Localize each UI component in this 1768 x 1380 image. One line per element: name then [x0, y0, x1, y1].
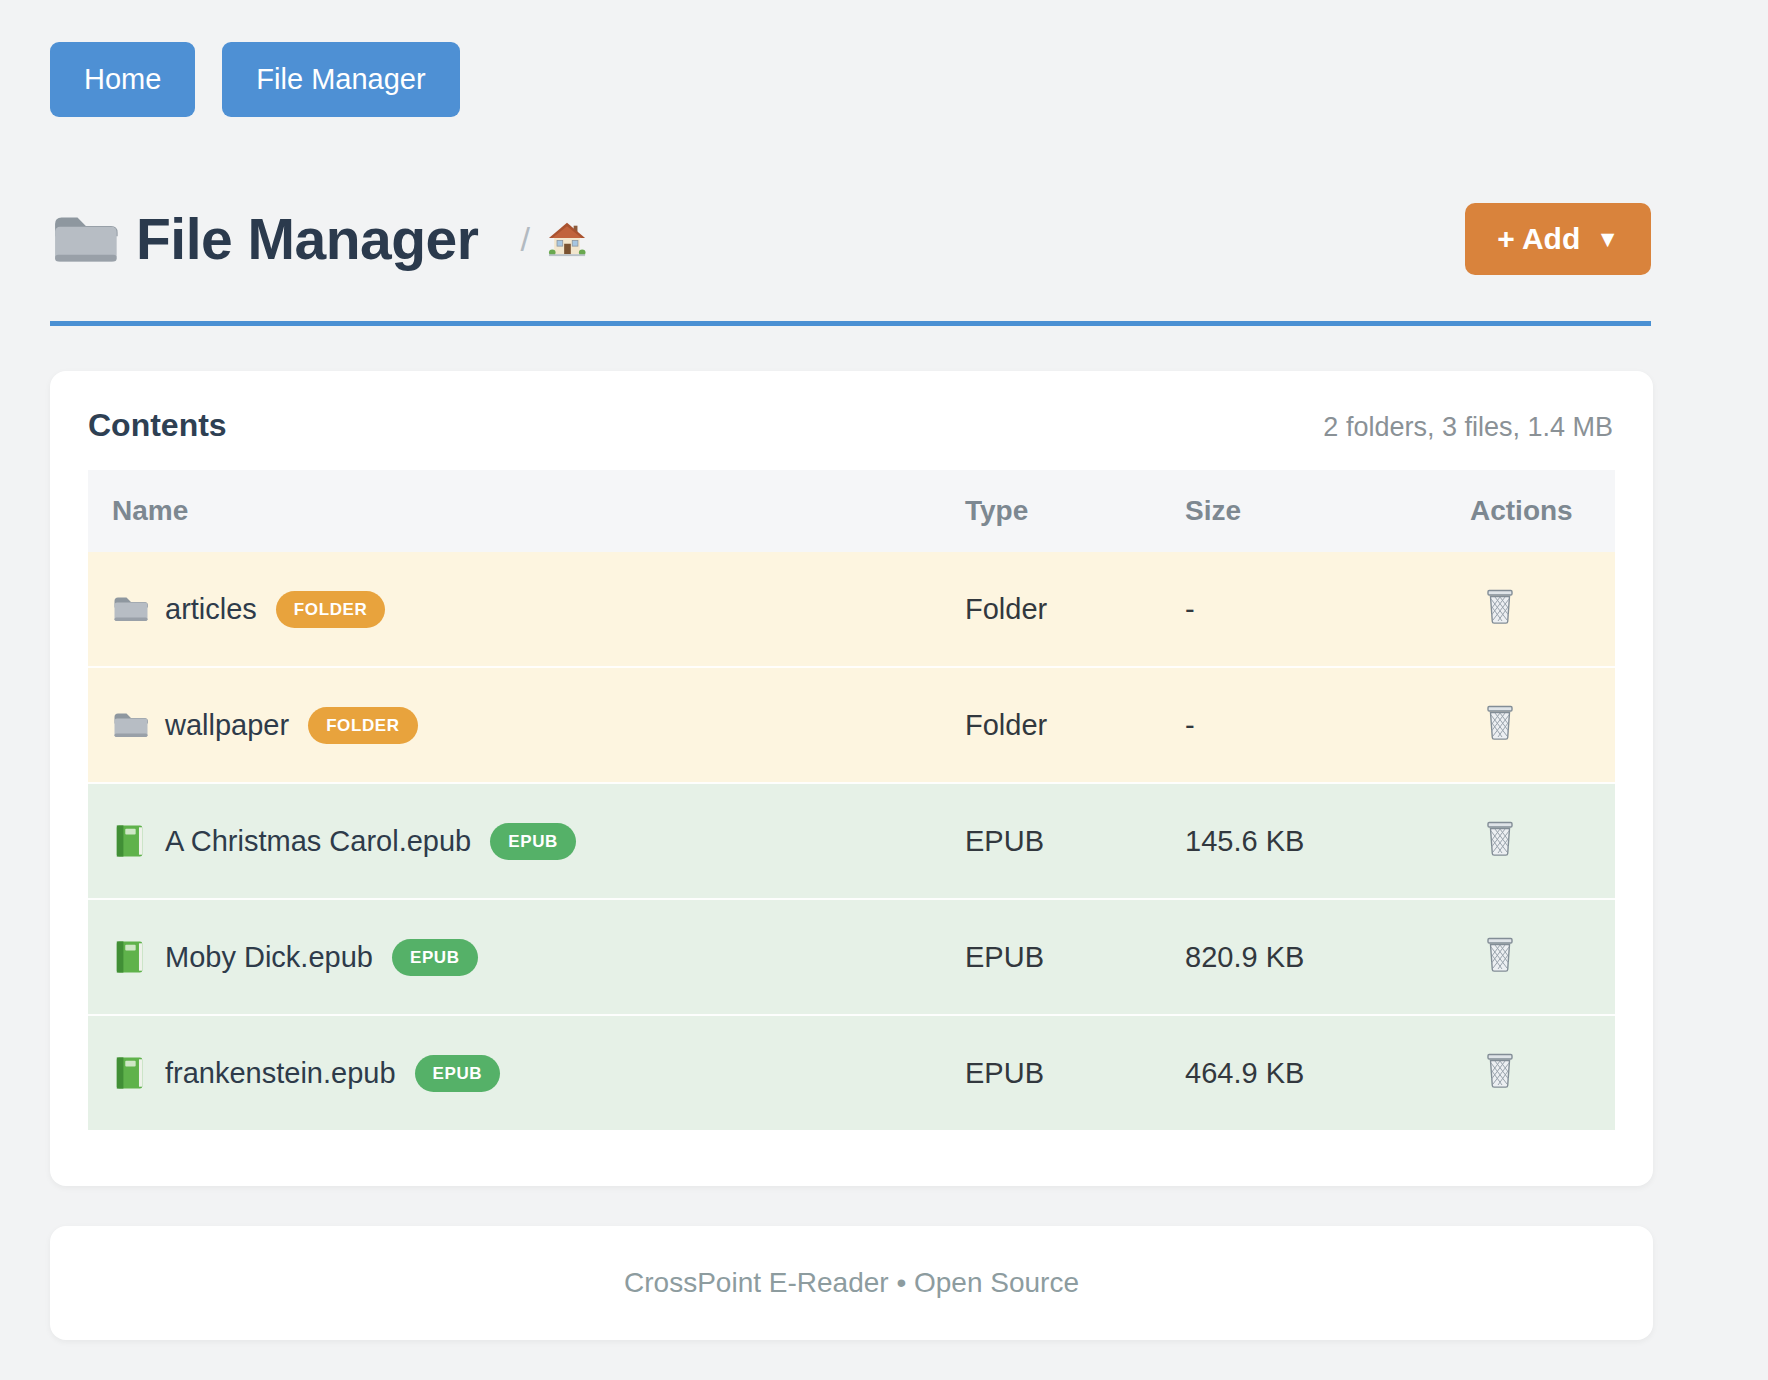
folder-icon — [50, 211, 118, 267]
file-table: Name Type Size Actions articles FOLDER F… — [88, 470, 1615, 1130]
file-name[interactable]: A Christmas Carol.epub — [165, 825, 471, 858]
table-header-row: Name Type Size Actions — [88, 470, 1615, 552]
file-name[interactable]: Moby Dick.epub — [165, 941, 373, 974]
file-type: EPUB — [941, 899, 1161, 1015]
green-book-icon — [112, 1056, 148, 1090]
delete-button[interactable] — [1484, 703, 1516, 741]
file-size: - — [1161, 667, 1446, 783]
contents-card: Contents 2 folders, 3 files, 1.4 MB Name… — [50, 371, 1653, 1186]
table-row[interactable]: frankenstein.epub EPUB EPUB 464.9 KB — [88, 1015, 1615, 1130]
file-size: 145.6 KB — [1161, 783, 1446, 899]
file-name[interactable]: frankenstein.epub — [165, 1057, 396, 1090]
chevron-down-icon: ▼ — [1596, 228, 1619, 251]
column-header-size: Size — [1161, 470, 1446, 552]
trash-icon — [1484, 587, 1516, 625]
type-badge: FOLDER — [276, 591, 385, 628]
table-row[interactable]: wallpaper FOLDER Folder - — [88, 667, 1615, 783]
trash-icon — [1484, 819, 1516, 857]
table-row[interactable]: A Christmas Carol.epub EPUB EPUB 145.6 K… — [88, 783, 1615, 899]
file-size: - — [1161, 552, 1446, 667]
page: Home File Manager File Manager / — [50, 0, 1651, 1340]
file-name[interactable]: articles — [165, 593, 257, 626]
top-navigation: Home File Manager — [50, 0, 1651, 117]
type-badge: FOLDER — [308, 707, 417, 744]
folder-icon — [112, 708, 148, 742]
type-badge: EPUB — [415, 1055, 501, 1092]
green-book-icon — [112, 940, 148, 974]
file-type: Folder — [941, 667, 1161, 783]
file-type: Folder — [941, 552, 1161, 667]
file-type: EPUB — [941, 1015, 1161, 1130]
file-size: 820.9 KB — [1161, 899, 1446, 1015]
column-header-actions: Actions — [1446, 470, 1615, 552]
green-book-icon — [112, 824, 148, 858]
footer-text: CrossPoint E-Reader • Open Source — [624, 1267, 1079, 1299]
contents-heading: Contents — [88, 407, 227, 444]
trash-icon — [1484, 935, 1516, 973]
delete-button[interactable] — [1484, 1051, 1516, 1089]
footer: CrossPoint E-Reader • Open Source — [50, 1226, 1653, 1340]
home-button[interactable]: Home — [50, 42, 195, 117]
type-badge: EPUB — [490, 823, 576, 860]
contents-summary: 2 folders, 3 files, 1.4 MB — [1323, 412, 1613, 443]
table-row[interactable]: articles FOLDER Folder - — [88, 552, 1615, 667]
house-icon[interactable] — [548, 221, 586, 257]
trash-icon — [1484, 703, 1516, 741]
contents-card-header: Contents 2 folders, 3 files, 1.4 MB — [88, 407, 1615, 444]
folder-icon — [112, 592, 148, 626]
add-button[interactable]: + Add ▼ — [1465, 203, 1651, 275]
file-name[interactable]: wallpaper — [165, 709, 289, 742]
table-row[interactable]: Moby Dick.epub EPUB EPUB 820.9 KB — [88, 899, 1615, 1015]
delete-button[interactable] — [1484, 935, 1516, 973]
page-title: File Manager — [136, 206, 478, 272]
breadcrumb-separator: / — [520, 220, 529, 259]
type-badge: EPUB — [392, 939, 478, 976]
delete-button[interactable] — [1484, 587, 1516, 625]
file-manager-button[interactable]: File Manager — [222, 42, 459, 117]
file-type: EPUB — [941, 783, 1161, 899]
header-divider — [50, 321, 1651, 326]
column-header-type: Type — [941, 470, 1161, 552]
file-size: 464.9 KB — [1161, 1015, 1446, 1130]
add-button-label: + Add — [1497, 224, 1580, 254]
delete-button[interactable] — [1484, 819, 1516, 857]
page-header: File Manager / + Add ▼ — [50, 203, 1651, 275]
column-header-name: Name — [88, 470, 941, 552]
trash-icon — [1484, 1051, 1516, 1089]
